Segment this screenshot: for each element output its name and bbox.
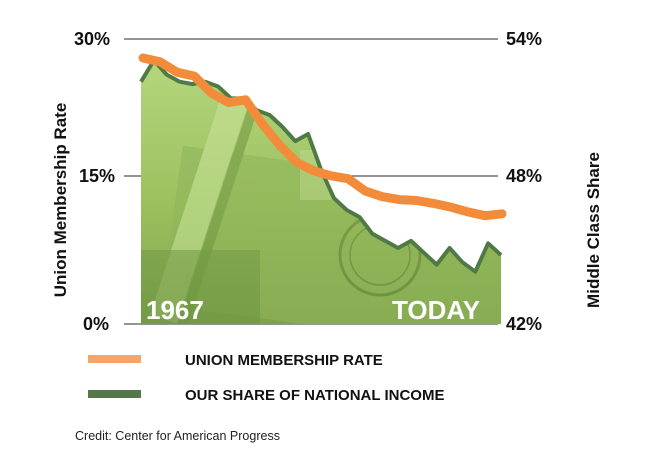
right-axis-title: Middle Class Share [584,152,603,308]
bill-strip-shadow [177,104,259,325]
legend-label-union: UNION MEMBERSHIP RATE [185,352,383,369]
credit-text: Credit: Center for American Progress [75,429,280,443]
left-tick-30: 30% [74,29,110,49]
bill-dark-corner [141,250,260,325]
legend: UNION MEMBERSHIP RATE OUR SHARE OF NATIO… [88,352,444,404]
right-tick-48: 48% [506,166,542,186]
legend-label-income: OUR SHARE OF NATIONAL INCOME [185,387,444,404]
bill-strip [150,95,248,324]
left-tick-0: 0% [83,314,109,334]
right-tick-42: 42% [506,314,542,334]
left-axis-title: Union Membership Rate [51,103,70,298]
union-membership-line [138,53,507,221]
right-tick-54: 54% [506,29,542,49]
x-start-label: 1967 [146,295,204,325]
x-end-label: TODAY [392,295,480,325]
left-tick-15: 15% [79,166,115,186]
